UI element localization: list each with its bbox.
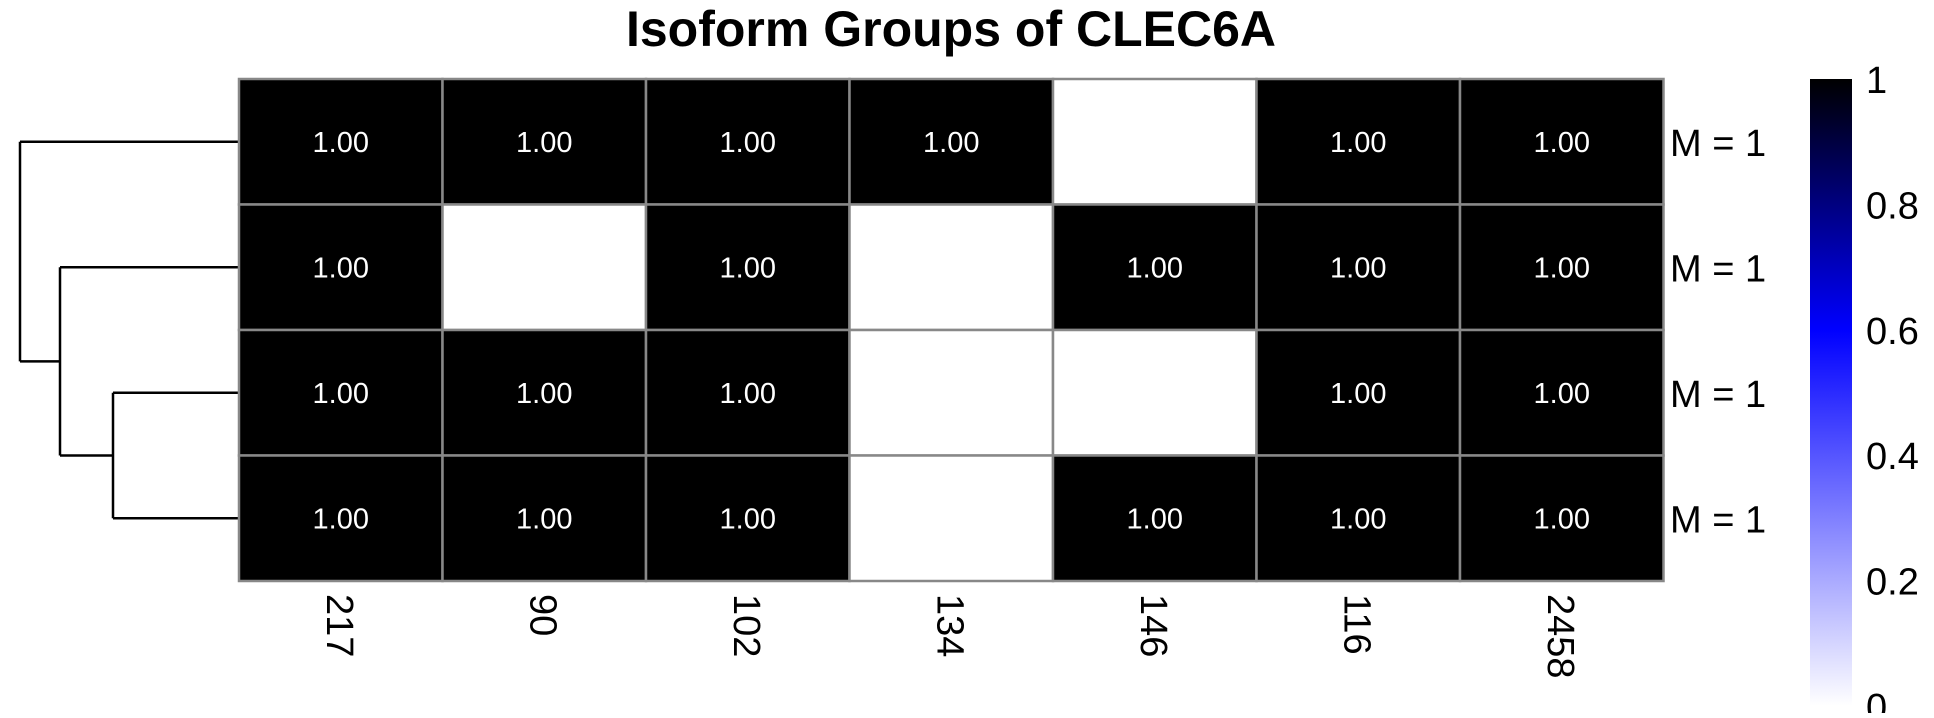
heatmap-cell: [1255, 328, 1462, 457]
cell-value-label: 1.00: [720, 127, 776, 159]
legend-tick-label: 0: [1866, 687, 1887, 713]
cell-value-label: 1.00: [313, 503, 369, 535]
cell-value-label: 1.00: [720, 252, 776, 284]
legend-tick-label: 0.6: [1866, 311, 1919, 353]
cell-value-label: 1.00: [516, 378, 572, 410]
chart-title: Isoform Groups of CLEC6A: [626, 1, 1276, 57]
heatmap-cell: [848, 203, 1055, 332]
heatmap-cell: [1458, 328, 1665, 457]
heatmap-cell: [1458, 454, 1665, 583]
cell-value-label: 1.00: [1330, 378, 1386, 410]
column-label: 116: [1335, 594, 1377, 655]
cell-value-label: 1.00: [1330, 503, 1386, 535]
legend-tick-label: 0.8: [1866, 185, 1919, 227]
heatmap-cell: [237, 203, 444, 332]
heatmap-cells: 1.00 1.00 1.00 1.00 1.00 1.00 1.00 1.00 1.00 1.00…: [237, 77, 1665, 583]
cell-value-label: 1.00: [923, 127, 979, 159]
cell-value-label: 1.00: [1534, 503, 1590, 535]
cell-value-label: 1.00: [1127, 503, 1183, 535]
heatmap-cell: [441, 203, 648, 332]
heatmap-cell: [1051, 203, 1258, 332]
cell-value-label: 1.00: [313, 127, 369, 159]
column-labels: 217 90 102 134 146 116 2458: [318, 594, 1581, 679]
heatmap-cell: [441, 454, 648, 583]
heatmap-cell: [441, 328, 648, 457]
heatmap-cell: [1255, 454, 1462, 583]
column-label: 102: [725, 594, 767, 657]
cell-value-label: 1.00: [720, 503, 776, 535]
color-legend: 0 0.2 0.4 0.6 0.8 1: [1810, 60, 1919, 718]
row-dendrogram: [18, 140, 239, 520]
heatmap-cell: [237, 454, 444, 583]
cell-value-label: 1.00: [720, 378, 776, 410]
legend-tick-label: 1: [1866, 60, 1887, 102]
cell-value-label: 1.00: [1534, 127, 1590, 159]
column-label: 217: [318, 594, 360, 657]
row-labels: M = 1 M = 1 M = 1 M = 1: [1670, 123, 1766, 542]
heatmap-cell: [848, 328, 1055, 457]
cell-value-label: 1.00: [1330, 252, 1386, 284]
column-label: 90: [521, 594, 563, 636]
column-label: 134: [928, 594, 970, 657]
column-label: 146: [1132, 594, 1174, 657]
cell-value-label: 1.00: [313, 378, 369, 410]
heatmap-cell: [644, 454, 851, 583]
heatmap-cell: [644, 328, 851, 457]
heatmap-cell: [1458, 203, 1665, 332]
heatmap-cell: [848, 454, 1055, 583]
cell-value-label: 1.00: [1330, 127, 1386, 159]
heatmap-cell: [1051, 77, 1258, 206]
heatmap-cell: [1051, 328, 1258, 457]
row-label: M = 1: [1670, 499, 1766, 541]
legend-tick-label: 0.2: [1866, 562, 1919, 604]
heatmap-cell: [644, 203, 851, 332]
cell-value-label: 1.00: [313, 252, 369, 284]
row-label: M = 1: [1670, 248, 1766, 290]
cell-value-label: 1.00: [1534, 252, 1590, 284]
heatmap-cell: [1458, 77, 1665, 206]
cell-value-label: 1.00: [1534, 378, 1590, 410]
column-label: 2458: [1539, 594, 1581, 679]
row-label: M = 1: [1670, 374, 1766, 416]
row-label: M = 1: [1670, 123, 1766, 165]
cell-value-label: 1.00: [1127, 252, 1183, 284]
legend-color-bar: [1810, 79, 1852, 706]
legend-tick-label: 0.4: [1866, 436, 1919, 478]
cell-value-label: 1.00: [516, 503, 572, 535]
heatmap-cell: [1255, 203, 1462, 332]
cell-value-label: 1.00: [516, 127, 572, 159]
